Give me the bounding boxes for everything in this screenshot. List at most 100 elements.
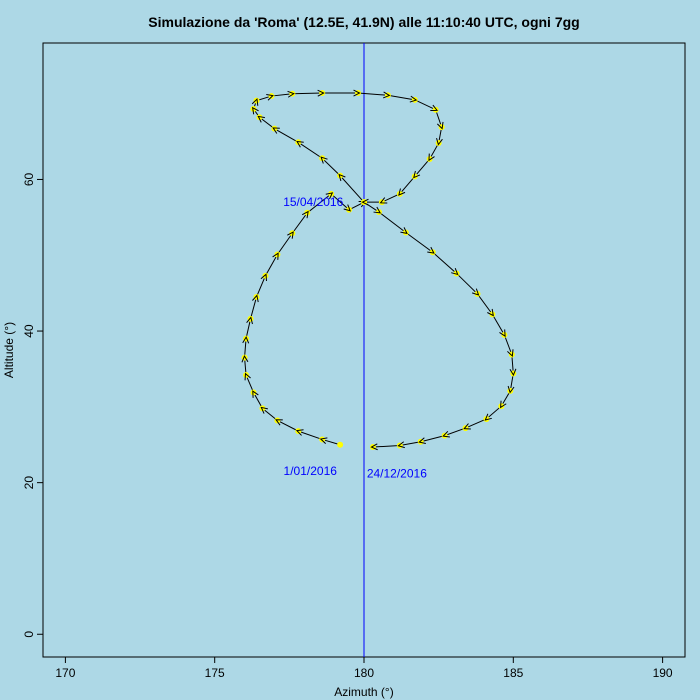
direction-arrow (257, 115, 265, 123)
x-tick-label: 180 (354, 666, 374, 680)
data-point (378, 199, 385, 206)
data-point (289, 230, 296, 237)
direction-arrow (361, 198, 369, 206)
direction-arrow (507, 349, 514, 357)
analemma-line (244, 92, 514, 448)
date-annotation: 15/04/2016 (283, 195, 343, 209)
direction-arrow (251, 98, 259, 106)
direction-arrow (287, 90, 295, 98)
direction-arrow (338, 173, 346, 182)
data-point (250, 389, 257, 396)
y-axis-label: Altitude (°) (2, 322, 16, 378)
annotation-layer: 15/04/2016 1/01/2016 24/12/2016 (283, 195, 427, 480)
direction-arrow (427, 246, 435, 254)
y-tick-label: 20 (22, 476, 36, 490)
date-annotation: 24/12/2016 (367, 466, 427, 480)
direction-arrow (409, 95, 418, 103)
direction-arrow (325, 192, 334, 200)
data-point (319, 436, 326, 443)
data-point (432, 106, 439, 113)
x-tick-label: 170 (55, 666, 75, 680)
y-tick-label: 60 (22, 172, 36, 186)
direction-arrow (397, 441, 405, 449)
direction-arrow (499, 329, 506, 338)
y-tick-label: 40 (22, 324, 36, 338)
data-point (438, 124, 445, 131)
data-point (271, 125, 278, 132)
data-point (462, 425, 469, 432)
direction-arrow (244, 372, 251, 381)
direction-arrow (428, 153, 435, 162)
direction-arrow (442, 430, 450, 438)
data-point (402, 229, 409, 236)
direction-arrow (287, 231, 294, 239)
data-point (253, 97, 260, 104)
data-point (429, 249, 436, 256)
direction-arrow (509, 368, 517, 377)
date-annotation: 1/01/2016 (284, 464, 338, 478)
data-point (498, 403, 505, 410)
direction-arrow (246, 316, 253, 325)
direction-arrow (272, 127, 280, 134)
direction-arrow (260, 406, 268, 414)
direction-arrow (260, 273, 267, 282)
data-point (256, 114, 263, 121)
direction-arrow (317, 89, 325, 97)
data-point (295, 139, 302, 146)
direction-arrow (320, 156, 328, 164)
data-point (243, 372, 250, 379)
data-point (295, 428, 302, 435)
direction-arrow (484, 413, 492, 421)
direction-arrow (413, 170, 421, 179)
direction-arrow (296, 140, 304, 148)
data-point (426, 155, 433, 162)
direction-arrow (295, 429, 304, 436)
x-tick-label: 190 (653, 666, 673, 680)
data-point (262, 272, 269, 279)
direction-arrow (487, 308, 494, 317)
x-tick-label: 185 (503, 666, 523, 680)
direction-arrow (373, 206, 382, 214)
direction-arrow (451, 268, 459, 276)
direction-arrow (353, 89, 361, 97)
x-axis-label: Azimuth (°) (334, 685, 393, 699)
y-axis: 0 20 40 60 (22, 172, 43, 638)
direction-arrow (379, 197, 388, 204)
direction-arrow (436, 121, 444, 130)
series-layer (241, 89, 517, 451)
direction-arrow (370, 443, 378, 451)
direction-arrow (472, 288, 480, 296)
direction-arrow (266, 94, 274, 101)
x-tick-label: 175 (205, 666, 225, 680)
direction-arrow (418, 437, 426, 445)
data-point (489, 311, 496, 318)
direction-arrow (301, 210, 309, 219)
direction-arrow (463, 423, 471, 430)
direction-arrow (252, 390, 259, 398)
direction-arrow (398, 188, 406, 196)
x-axis: 170 175 180 185 190 (55, 657, 673, 680)
direction-arrow (251, 106, 259, 115)
data-point (304, 209, 311, 216)
direction-arrow (252, 294, 259, 303)
direction-arrow (241, 354, 249, 363)
direction-arrow (430, 104, 439, 112)
direction-arrow (242, 336, 250, 344)
data-point (337, 441, 344, 448)
direction-arrow (436, 137, 443, 146)
data-point (441, 432, 448, 439)
direction-arrow (500, 400, 507, 409)
chart-title: Simulazione da 'Roma' (12.5E, 41.9N) all… (148, 14, 579, 30)
data-point (250, 105, 257, 112)
data-point (268, 93, 275, 100)
y-tick-label: 0 (22, 631, 36, 638)
direction-arrow (507, 385, 515, 394)
data-point (274, 417, 281, 424)
data-point (253, 293, 260, 300)
direction-arrow (319, 437, 328, 444)
data-point (274, 251, 281, 258)
data-point (375, 209, 382, 216)
direction-arrow (343, 204, 352, 212)
direction-arrow (400, 227, 408, 235)
